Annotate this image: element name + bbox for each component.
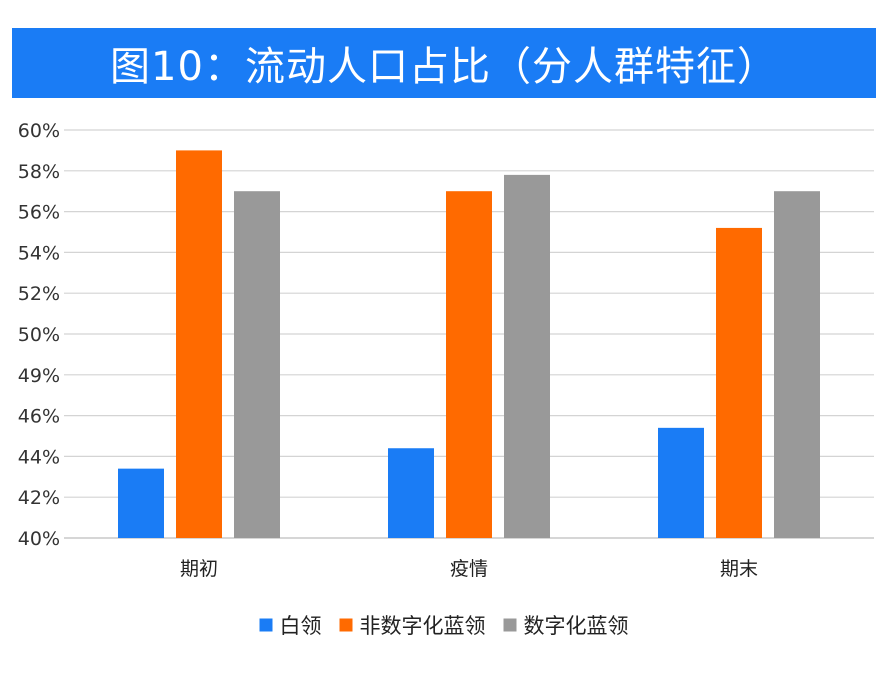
legend-label: 白领 (280, 614, 322, 638)
legend-label: 非数字化蓝领 (360, 614, 486, 638)
y-tick-label: 54% (18, 242, 60, 264)
chart-title: 图10：流动人口占比（分人群特征） (110, 44, 778, 90)
bar (774, 191, 820, 538)
bar (504, 174, 550, 538)
bar (234, 191, 280, 538)
bar (658, 427, 704, 538)
y-tick-label: 40% (18, 528, 60, 550)
bar (388, 448, 434, 538)
y-tick-label: 60% (18, 120, 60, 142)
bar (446, 191, 492, 538)
x-category-label: 疫情 (450, 558, 488, 580)
y-tick-label: 44% (18, 446, 60, 468)
y-tick-label: 50% (18, 324, 60, 346)
legend-label: 数字化蓝领 (524, 614, 629, 638)
bar (118, 468, 164, 538)
bar (176, 150, 222, 538)
y-tick-label: 56% (18, 202, 60, 224)
title-banner: 图10：流动人口占比（分人群特征） (12, 28, 876, 98)
legend-swatch (339, 618, 353, 632)
legend-swatch (503, 618, 517, 632)
legend-swatch (259, 618, 273, 632)
x-category-label: 期末 (720, 558, 758, 580)
y-tick-label: 49% (18, 365, 60, 387)
x-category-label: 期初 (180, 558, 218, 580)
y-tick-label: 52% (18, 283, 60, 305)
y-tick-label: 42% (18, 487, 60, 509)
bar (716, 227, 762, 539)
y-tick-label: 58% (18, 161, 60, 183)
y-tick-label: 46% (18, 406, 60, 428)
